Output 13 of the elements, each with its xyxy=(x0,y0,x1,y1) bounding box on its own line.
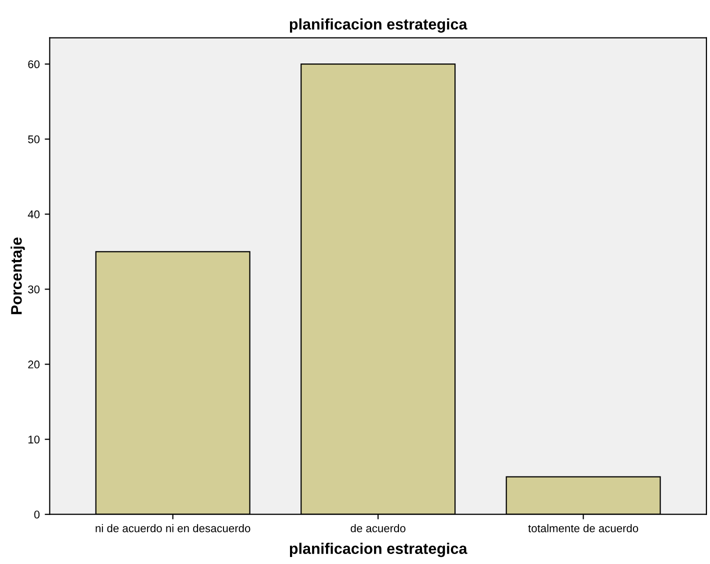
x-axis-title: planificacion estrategica xyxy=(290,542,468,558)
chart-title: planificacion estrategica xyxy=(290,18,468,33)
y-tick-label: 30 xyxy=(28,285,40,294)
y-tick-label: 0 xyxy=(34,510,40,519)
y-axis-title: Porcentaje xyxy=(10,238,25,314)
y-tick-label: 50 xyxy=(28,135,40,144)
x-tick-label: ni de acuerdo ni en desacuerdo xyxy=(96,524,250,532)
x-tick-label: de acuerdo xyxy=(350,524,406,532)
x-tick-label: totalmente de acuerdo xyxy=(528,524,638,532)
y-tick-label: 20 xyxy=(28,360,40,368)
y-tick-label: 60 xyxy=(28,60,40,68)
y-tick-label: 40 xyxy=(28,210,40,218)
y-tick-label: 10 xyxy=(28,436,40,444)
